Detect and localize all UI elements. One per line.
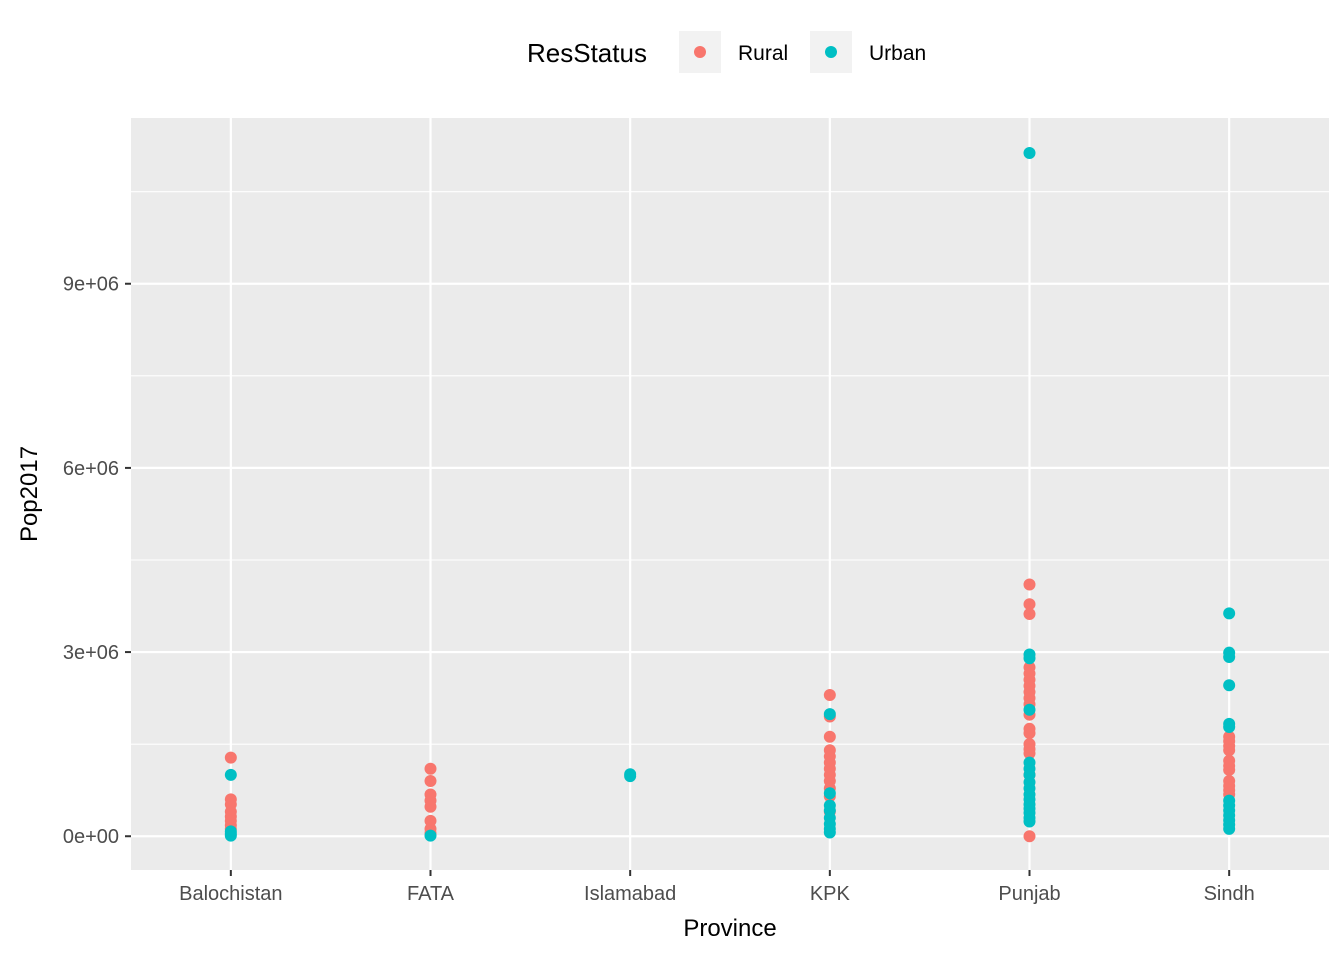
y-tick-label-2: 6e+06 — [63, 458, 119, 480]
point-rural-30 — [1023, 608, 1036, 621]
legend: ResStatus Rural Urban — [527, 31, 926, 73]
point-urban-15 — [1023, 146, 1036, 159]
point-rural-28 — [1023, 578, 1036, 591]
point-urban-33 — [1223, 650, 1236, 663]
point-rural-49 — [1223, 744, 1236, 757]
point-rural-29 — [1023, 598, 1036, 611]
point-urban-8 — [823, 787, 836, 800]
plot-panel — [131, 118, 1329, 870]
point-urban-0 — [224, 768, 237, 781]
x-tick-label-3: KPK — [810, 883, 851, 905]
point-urban-17 — [1023, 652, 1036, 665]
legend-swatch-rural — [694, 46, 706, 58]
point-urban-36 — [1223, 720, 1236, 733]
grid-minor — [131, 191, 1329, 745]
point-rural-16 — [823, 689, 836, 702]
point-urban-31 — [1223, 607, 1236, 620]
y-tick-label-3: 9e+06 — [63, 274, 119, 296]
x-tick-label-2: Islamabad — [584, 883, 676, 905]
point-rural-8 — [424, 762, 437, 775]
point-rural-0 — [224, 751, 237, 764]
point-rural-52 — [1223, 763, 1236, 776]
point-urban-18 — [1023, 703, 1036, 716]
point-rural-12 — [424, 800, 437, 813]
legend-swatch-urban — [825, 46, 837, 58]
x-tick-label-4: Punjab — [998, 883, 1060, 905]
legend-label-urban: Urban — [869, 42, 926, 65]
point-urban-4 — [424, 829, 437, 842]
point-urban-7 — [823, 708, 836, 721]
x-tick-label-5: Sindh — [1204, 883, 1255, 905]
x-axis-title: Province — [683, 915, 776, 942]
y-tick-label-1: 3e+06 — [63, 642, 119, 664]
legend-title: ResStatus — [527, 38, 647, 68]
x-tick-label-0: Balochistan — [179, 883, 282, 905]
legend-label-rural: Rural — [738, 42, 788, 65]
point-rural-40 — [1023, 727, 1036, 740]
x-tick-label-1: FATA — [407, 883, 455, 905]
grid-major — [131, 118, 1329, 870]
x-axis: Balochistan FATA Islamabad KPK Punjab Sindh — [179, 870, 1255, 905]
point-urban-6 — [624, 770, 637, 783]
point-urban-30 — [1023, 815, 1036, 828]
y-tick-label-0: 0e+00 — [63, 826, 119, 848]
point-urban-34 — [1223, 679, 1236, 692]
point-urban-43 — [1223, 822, 1236, 835]
point-urban-14 — [823, 826, 836, 839]
data-points — [224, 146, 1236, 843]
point-rural-9 — [424, 774, 437, 787]
point-urban-3 — [224, 829, 237, 842]
y-axis-title: Pop2017 — [16, 446, 43, 542]
point-rural-18 — [823, 730, 836, 743]
point-rural-43 — [1023, 747, 1036, 760]
y-axis: 0e+00 3e+06 6e+06 9e+06 — [63, 274, 131, 848]
point-rural-45 — [1023, 830, 1036, 843]
